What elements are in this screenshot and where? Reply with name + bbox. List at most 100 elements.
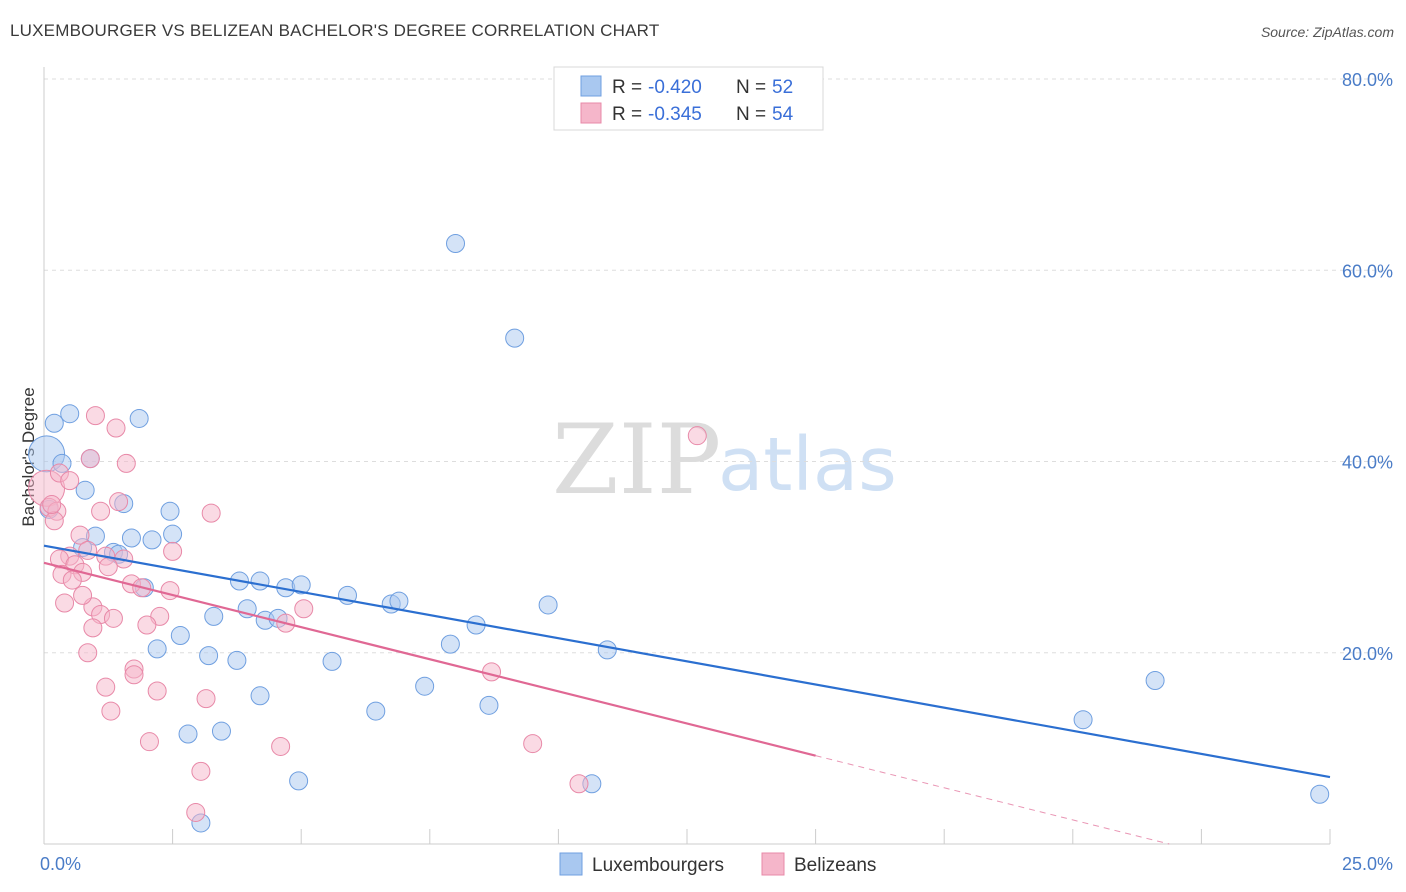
data-point	[62, 570, 82, 590]
data-point	[124, 665, 144, 685]
data-point	[96, 677, 116, 697]
data-point	[1145, 670, 1165, 690]
stats-legend-n-value-1: 52	[772, 77, 793, 98]
data-point	[44, 511, 64, 531]
data-point	[78, 643, 98, 663]
chart-source: Source: ZipAtlas.com	[1260, 24, 1394, 40]
data-point	[163, 524, 183, 544]
series-legend-label-luxembourgers: Luxembourgers	[592, 855, 724, 876]
data-point	[505, 328, 525, 348]
data-point	[42, 495, 62, 515]
stats-legend-r-value-1: -0.420	[648, 77, 702, 98]
data-point	[538, 595, 558, 615]
data-point	[227, 650, 247, 670]
data-point	[415, 676, 435, 696]
series-legend-swatch-belizeans	[761, 852, 785, 876]
trend-line-belizeans	[43, 561, 816, 757]
y-tick-label: 80.0%	[1342, 70, 1393, 90]
y-tick-label: 40.0%	[1342, 453, 1393, 473]
data-points	[28, 233, 1330, 833]
stats-legend-n-label-1: N =	[736, 77, 766, 98]
data-point	[186, 802, 206, 822]
data-point	[44, 413, 64, 433]
data-point	[75, 480, 95, 500]
x-tick-label: 25.0%	[1342, 854, 1393, 874]
data-point	[121, 528, 141, 548]
data-point	[178, 724, 198, 744]
data-point	[139, 732, 159, 752]
watermark-atlas: atlas	[718, 422, 897, 508]
stats-legend-n-label-2: N =	[736, 104, 766, 125]
data-point	[366, 701, 386, 721]
data-point	[289, 771, 309, 791]
data-point	[446, 233, 466, 253]
data-point	[137, 615, 157, 635]
data-point	[569, 774, 589, 794]
data-point	[98, 557, 118, 577]
data-point	[60, 471, 80, 491]
data-point	[211, 721, 231, 741]
data-point	[160, 501, 180, 521]
data-point	[170, 626, 190, 646]
data-point	[116, 453, 136, 473]
series-legend: Luxembourgers Belizeans	[559, 852, 876, 876]
data-point	[201, 503, 221, 523]
series-legend-label-belizeans: Belizeans	[794, 855, 876, 876]
data-point	[196, 689, 216, 709]
data-point	[479, 695, 499, 715]
data-point	[523, 734, 543, 754]
x-tick-labels: 0.0% 25.0%	[40, 854, 1393, 874]
data-point	[147, 639, 167, 659]
data-point	[106, 418, 126, 438]
data-point	[271, 736, 291, 756]
stats-legend: R = -0.420 N = 52 R = -0.345 N = 54	[553, 66, 824, 131]
data-point	[250, 571, 270, 591]
data-point	[109, 492, 129, 512]
data-point	[163, 541, 183, 561]
data-point	[103, 608, 123, 628]
stats-legend-swatch-luxembourgers	[580, 75, 602, 97]
data-point	[85, 406, 105, 426]
y-tick-labels: 20.0% 40.0% 60.0% 80.0%	[1342, 70, 1393, 664]
data-point	[70, 525, 90, 545]
data-point	[91, 501, 111, 521]
stats-legend-r-label-1: R =	[612, 77, 642, 98]
data-point	[80, 449, 100, 469]
data-point	[291, 575, 311, 595]
data-point	[147, 681, 167, 701]
data-point	[294, 599, 314, 619]
data-point	[55, 593, 75, 613]
data-point	[440, 634, 460, 654]
data-point	[204, 606, 224, 626]
data-point	[322, 651, 342, 671]
data-point	[199, 646, 219, 666]
data-point	[1310, 784, 1330, 804]
data-point	[250, 686, 270, 706]
data-point	[191, 761, 211, 781]
data-point	[78, 540, 98, 560]
data-point	[101, 701, 121, 721]
y-tick-label: 20.0%	[1342, 644, 1393, 664]
trend-line-extension-belizeans	[815, 755, 1170, 845]
series-legend-swatch-luxembourgers	[559, 852, 583, 876]
stats-legend-r-label-2: R =	[612, 104, 642, 125]
data-point	[73, 585, 93, 605]
series-points-belizeans	[28, 406, 707, 822]
x-tick-label: 0.0%	[40, 854, 81, 874]
stats-legend-n-value-2: 54	[772, 104, 794, 125]
data-point	[1073, 710, 1093, 730]
data-point	[482, 662, 502, 682]
data-point	[687, 426, 707, 446]
data-point	[129, 408, 149, 428]
trend-line-luxembourgers	[43, 544, 1331, 779]
data-point	[83, 618, 103, 638]
y-tick-label: 60.0%	[1342, 261, 1393, 281]
chart-title: LUXEMBOURGER VS BELIZEAN BACHELOR'S DEGR…	[10, 21, 660, 40]
watermark-zip: ZIP	[552, 404, 721, 516]
trend-lines	[43, 544, 1331, 845]
data-point	[60, 404, 80, 424]
data-point	[142, 530, 162, 550]
data-point	[597, 640, 617, 660]
stats-legend-r-value-2: -0.345	[648, 104, 702, 125]
